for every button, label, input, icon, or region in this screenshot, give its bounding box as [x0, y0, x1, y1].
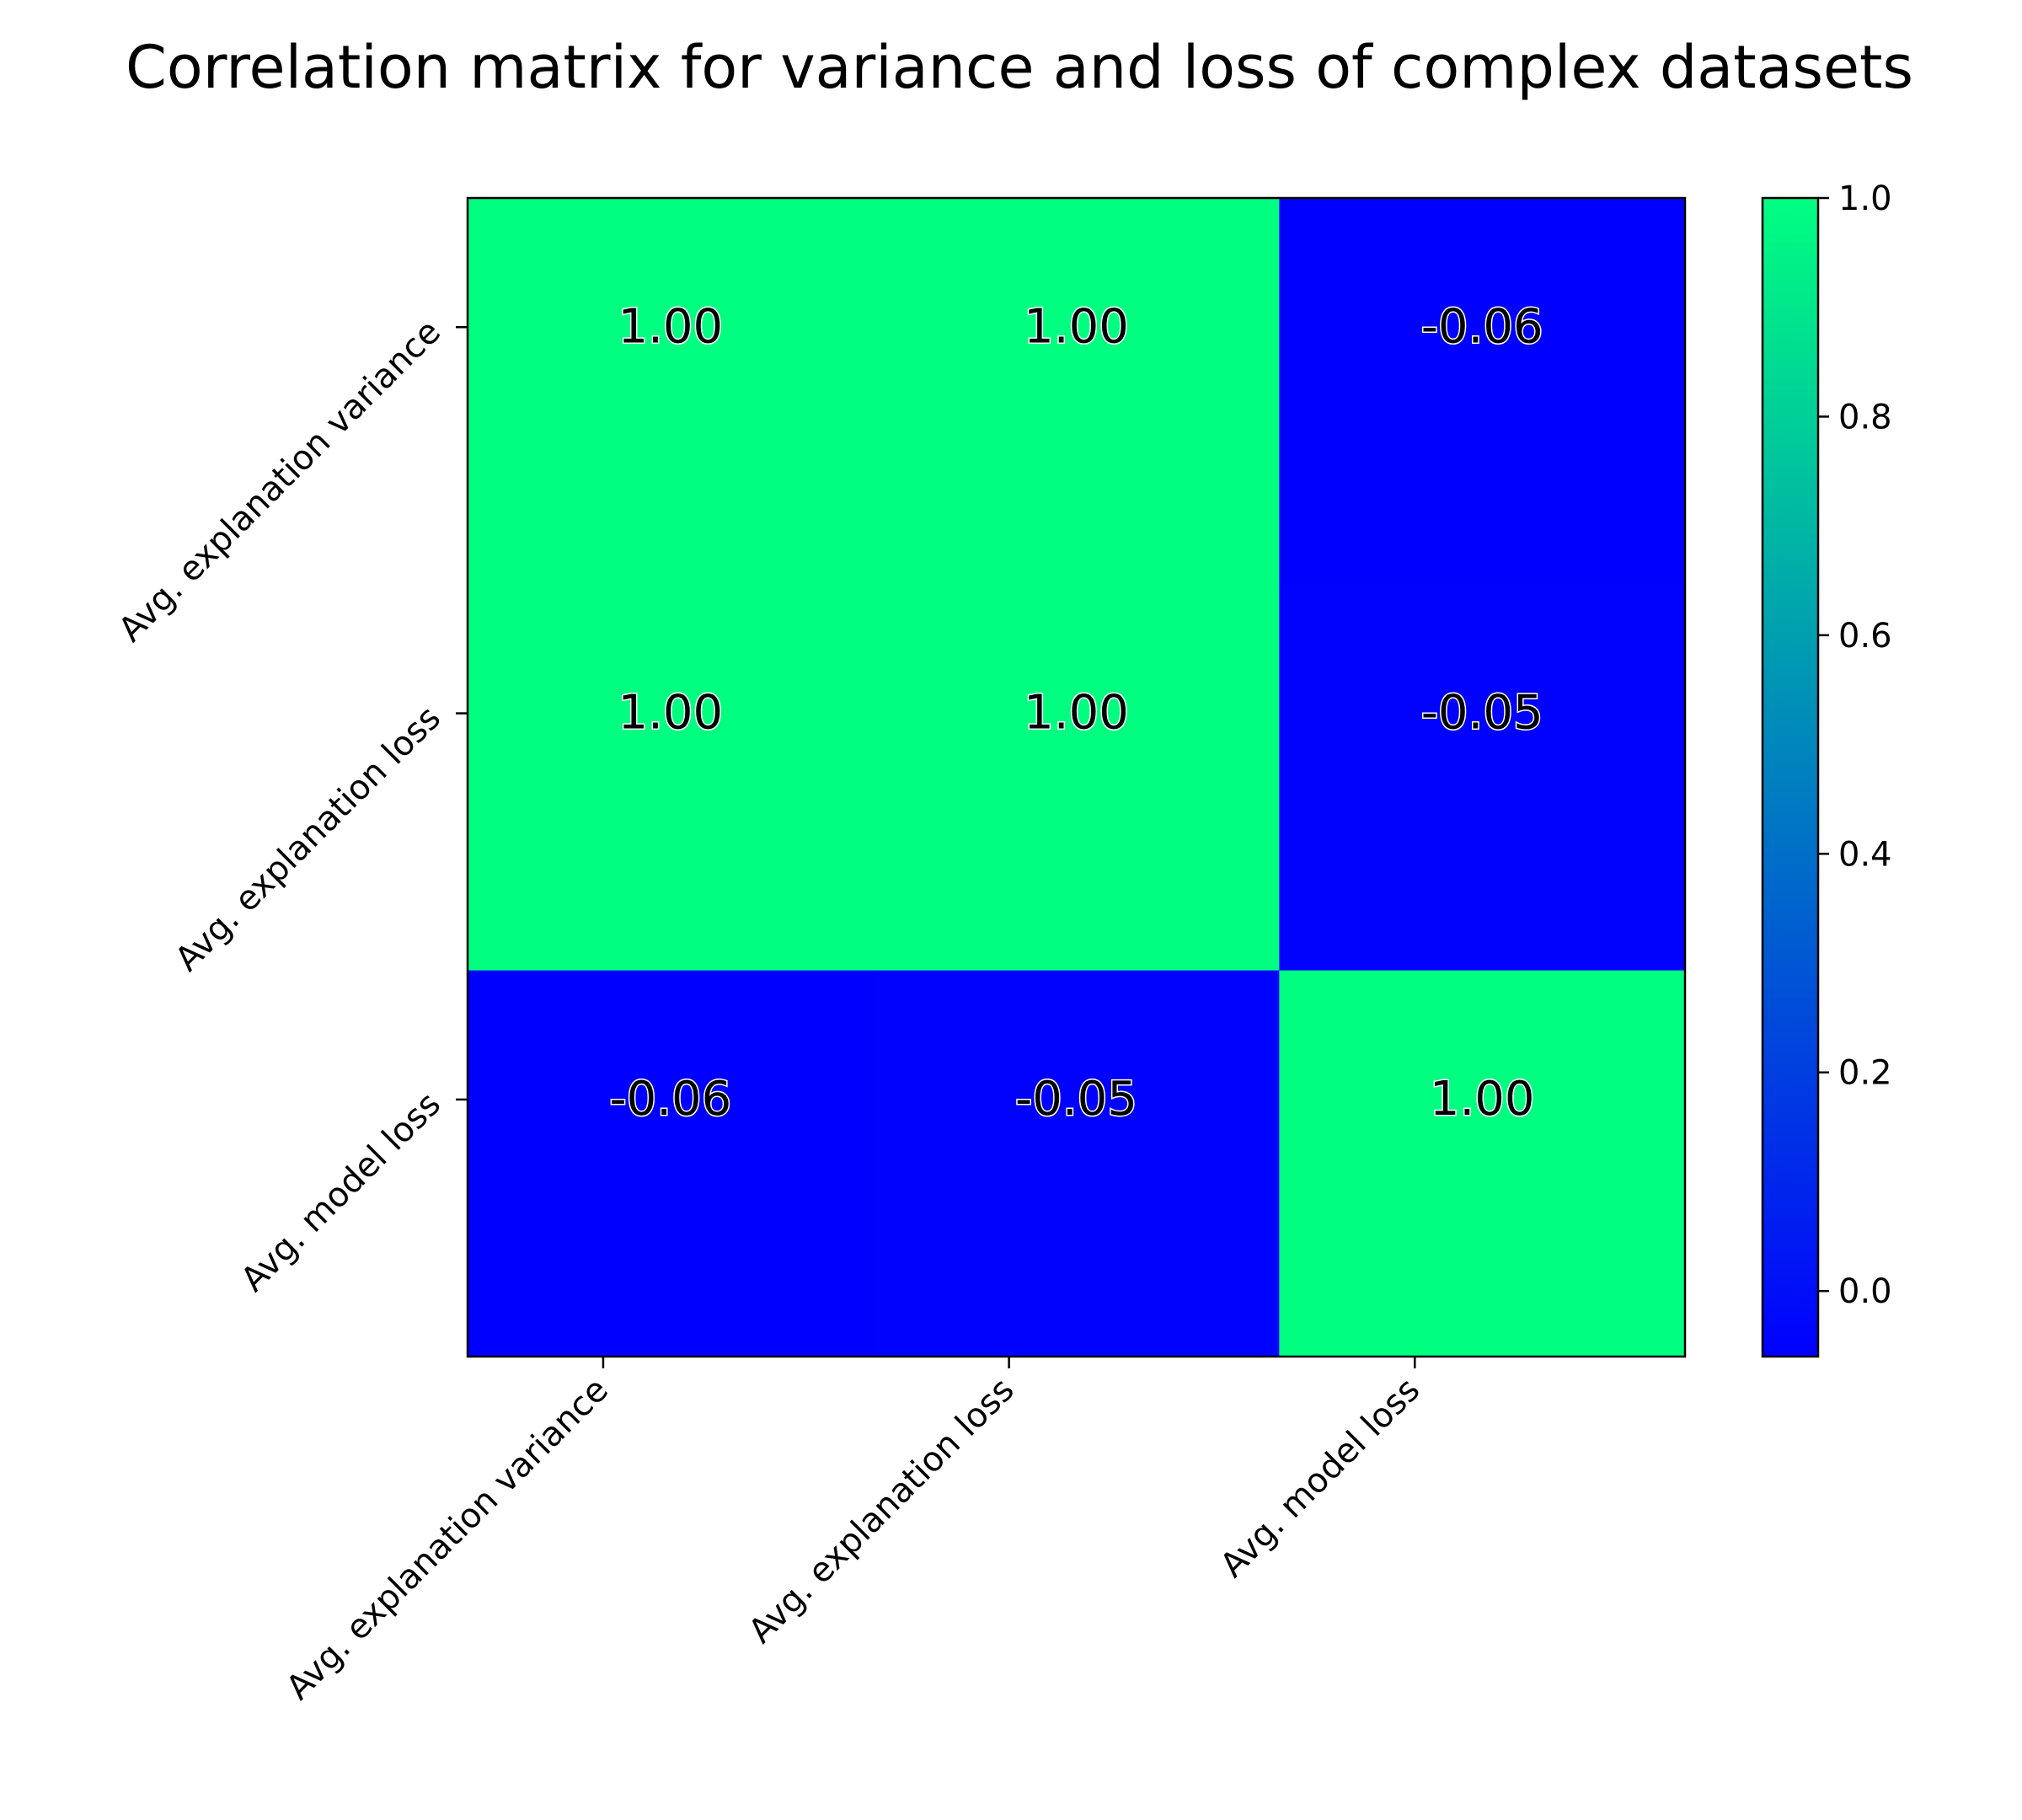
plot-frame: [466, 196, 1687, 1358]
y-tick-label: Avg. model loss: [233, 1084, 448, 1299]
heatmap-cell: [468, 198, 875, 585]
heatmap-cell: [873, 198, 1280, 585]
colorbar-tick-label: 0.0: [1838, 1272, 1892, 1311]
cell-value-label: -0.06: [609, 1072, 731, 1127]
colorbar-tick-label: 0.8: [1838, 398, 1892, 436]
cell-value-label: 1.00: [1430, 1072, 1535, 1127]
heatmap-plot-area: 1.00 1.00 -0.06 1.00 1.00 -0.05 -0.06 -0.05 1.00…: [111, 196, 1687, 1708]
colorbar-tick-label: 0.2: [1838, 1054, 1892, 1093]
cell-value-label: -0.05: [1421, 686, 1543, 741]
chart-title: Correlation matrix for variance and loss…: [126, 33, 1913, 102]
heatmap-cell: [468, 584, 875, 972]
colorbar: 0.0 0.2 0.4 0.6 0.8 1.0: [1761, 179, 1892, 1358]
cell-value-label: 1.00: [618, 299, 723, 354]
colorbar-tick-label: 0.6: [1838, 617, 1892, 656]
cell-value-label: 1.00: [1024, 299, 1129, 354]
heatmap-cell: [1279, 970, 1686, 1357]
colorbar-gradient: [1761, 196, 1820, 1358]
x-tick-label: Avg. explanation variance: [279, 1371, 616, 1708]
cell-value-label: -0.06: [1421, 299, 1543, 354]
heatmap-cell: [873, 970, 1280, 1357]
heatmap-cell: [873, 584, 1280, 972]
heatmap-cell: [1279, 584, 1686, 972]
y-tick-label: Avg. explanation variance: [111, 313, 448, 650]
cell-value-label: 1.00: [1024, 686, 1129, 741]
colorbar-tick-label: 0.4: [1838, 835, 1892, 874]
cell-value-label: 1.00: [618, 686, 723, 741]
x-tick-label: Avg. model loss: [1213, 1371, 1428, 1586]
y-tick-label: Avg. explanation loss: [168, 699, 448, 979]
cell-value-label: -0.05: [1015, 1072, 1137, 1127]
heatmap-cell: [468, 970, 875, 1357]
heatmap-cell: [1279, 198, 1686, 585]
x-tick-label: Avg. explanation loss: [741, 1371, 1022, 1651]
colorbar-tick-label: 1.0: [1838, 179, 1892, 218]
